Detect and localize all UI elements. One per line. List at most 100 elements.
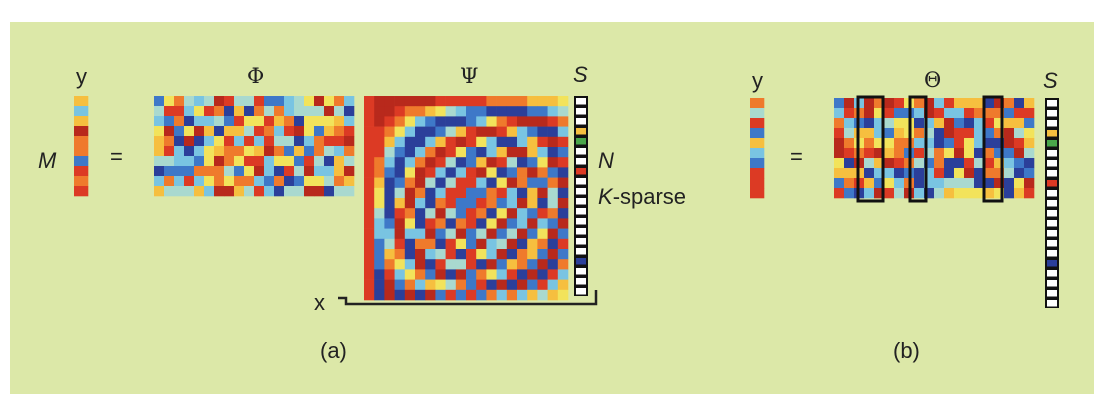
matrix-cell [486,249,497,260]
matrix-cell [455,167,467,178]
matrix-cell [224,186,235,197]
matrix-cell [384,198,395,209]
matrix-cell [364,116,375,127]
vector-cell [1047,100,1057,107]
matrix-cell [204,136,215,147]
matrix-cell [1024,128,1035,139]
matrix-cell [435,136,446,148]
matrix-cell [364,187,375,199]
selected-column-box [982,95,1004,203]
matrix-cell [174,106,185,117]
vector-cell [576,268,586,275]
matrix-cell [425,259,436,270]
matrix-cell [74,96,89,107]
matrix-cell [486,157,497,168]
matrix-cell [254,166,265,177]
matrix-cell [164,136,175,147]
vector-cell [576,208,586,215]
matrix-cell [324,96,335,107]
matrix-cell [476,269,487,280]
matrix-cell [547,249,559,260]
matrix-cell [527,218,538,229]
matrix-cell [194,156,205,167]
matrix-cell [415,228,426,240]
matrix-cell [435,228,446,240]
vector-cell [1047,280,1057,287]
matrix-cell [214,106,225,117]
matrix-cell [496,96,508,107]
matrix-cell [425,218,436,229]
matrix-cell [384,289,395,301]
matrix-cell [425,177,436,189]
matrix-cell [924,168,935,179]
matrix-cell [486,126,497,138]
matrix-cell [224,136,235,147]
matrix-cell [844,158,855,169]
matrix-cell [864,118,875,129]
matrix-cell [476,177,487,189]
matrix-cell [394,96,406,107]
matrix-cell [455,249,467,260]
matrix-cell [1004,168,1015,179]
matrix-cell [547,116,559,127]
matrix-cell [304,146,315,157]
matrix-cell [284,136,295,147]
matrix-cell [496,136,508,148]
matrix-cell [374,249,385,260]
matrix-cell [954,138,965,149]
matrix-cell [455,136,467,148]
matrix-cell [364,259,375,270]
matrix-cell [274,146,285,157]
matrix-cell [364,238,375,250]
matrix-cell [874,158,885,169]
matrix-cell [506,126,518,138]
matrix-cell [204,106,215,117]
matrix-cell [204,116,215,127]
matrix-cell [214,116,225,127]
matrix-cell [994,98,1005,109]
matrix-cell [374,269,385,280]
matrix-cell [486,279,497,291]
matrix-cell [884,158,895,169]
matrix-cell [425,228,436,240]
matrix-cell [1024,178,1035,189]
matrix-cell [537,279,548,291]
matrix-cell [404,269,416,280]
vector-cell [1047,110,1057,117]
matrix-cell [547,218,559,229]
matrix-cell [384,269,395,280]
matrix-cell [415,96,426,107]
x-label: x [314,290,325,315]
matrix-cell [194,126,205,137]
matrix-cell [204,166,215,177]
matrix-cell [1024,108,1035,119]
matrix-cell [527,279,538,291]
matrix-cell [174,156,185,167]
matrix-cell [314,96,325,107]
matrix-cell [527,157,538,168]
matrix-cell [394,289,406,301]
matrix-cell [384,279,395,291]
matrix-cell [294,116,305,127]
matrix-cell [844,138,855,149]
matrix-cell [164,116,175,127]
matrix-cell [194,106,205,117]
y-label-a: y [76,64,87,89]
matrix-cell [1004,188,1015,199]
matrix-cell [844,118,855,129]
matrix-cell [496,198,508,209]
matrix-cell [435,198,446,209]
matrix-cell [244,186,255,197]
matrix-cell [455,157,467,168]
matrix-cell [344,166,355,177]
matrix-cell [374,279,385,291]
matrix-cell [964,158,975,169]
matrix-cell [445,136,457,148]
matrix-cell [184,146,195,157]
matrix-cell [455,238,467,250]
matrix-cell [557,228,569,240]
matrix-cell [374,228,385,240]
matrix-cell [274,166,285,177]
matrix-cell [486,96,497,107]
matrix-cell [894,148,905,159]
